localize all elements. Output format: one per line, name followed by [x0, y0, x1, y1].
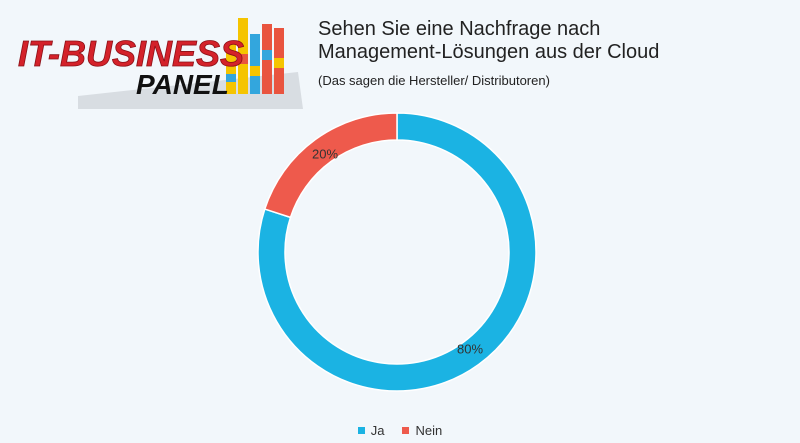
donut-slice-nein	[263, 112, 398, 219]
it-business-panel-logo: IT-BUSINESS PANEL	[18, 18, 303, 109]
legend-label-nein: Nein	[415, 423, 443, 438]
chart-title-line-1: Sehen Sie eine Nachfrage nach	[318, 18, 601, 40]
legend-label-ja: Ja	[370, 423, 385, 438]
chart-legend: Ja Nein	[0, 423, 800, 438]
chart-subtitle: (Das sagen die Hersteller/ Distributoren…	[318, 73, 550, 88]
legend-item-nein: Nein	[402, 423, 442, 438]
chart-title: Sehen Sie eine Nachfrage nach Management…	[318, 18, 659, 64]
data-label-ja: 80%	[457, 341, 483, 356]
legend-swatch-ja	[357, 427, 365, 434]
logo-text-itbusiness: IT-BUSINESS	[18, 33, 244, 74]
logo-bars-graphic	[226, 18, 284, 94]
donut-slice-ja	[257, 112, 537, 392]
logo-text-panel: PANEL	[136, 69, 229, 100]
legend-item-ja: Ja	[357, 423, 385, 438]
legend-swatch-nein	[402, 427, 410, 434]
chart-title-line-2: Management-Lösungen aus der Cloud	[318, 41, 660, 63]
data-label-nein: 20%	[312, 146, 338, 161]
